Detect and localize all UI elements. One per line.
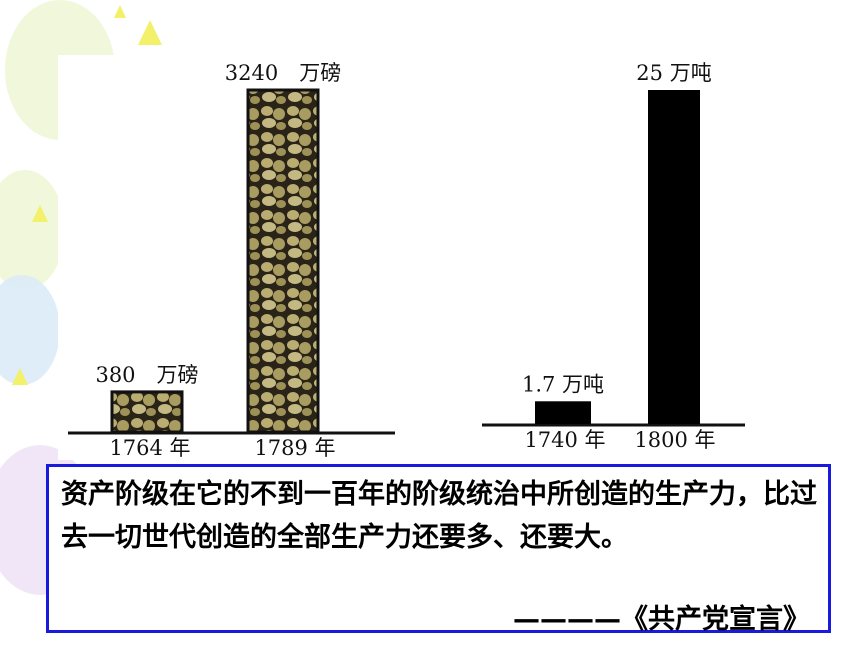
data-label-1: 3240 万磅 bbox=[225, 61, 341, 85]
chart-right: 1.7 万吨 1740 年 25 万吨 1800 年 bbox=[482, 61, 745, 452]
quote-text: 资产阶级在它的不到一百年的阶级统治中所创造的生产力，比过去一切世代创造的全部生产… bbox=[61, 479, 817, 553]
bar-1 bbox=[648, 90, 700, 424]
quote-box: 资产阶级在它的不到一百年的阶级统治中所创造的生产力，比过去一切世代创造的全部生产… bbox=[46, 464, 831, 635]
tick-label-1: 1800 年 bbox=[634, 428, 715, 452]
data-label-0: 1.7 万吨 bbox=[522, 372, 604, 396]
bar-0 bbox=[110, 390, 184, 434]
tick-label-0: 1764 年 bbox=[109, 436, 190, 460]
data-label-0: 380 万磅 bbox=[95, 363, 198, 387]
bar-0 bbox=[535, 401, 591, 424]
chart-left: 380 万磅 1764 年 3240 万磅 1789 年 bbox=[68, 61, 395, 460]
bar-1 bbox=[246, 88, 320, 434]
data-label-1: 25 万吨 bbox=[636, 61, 711, 85]
tick-label-1: 1789 年 bbox=[254, 436, 335, 460]
quote-source: ————《共产党宣言》 bbox=[513, 604, 810, 635]
tick-label-0: 1740 年 bbox=[524, 428, 605, 452]
